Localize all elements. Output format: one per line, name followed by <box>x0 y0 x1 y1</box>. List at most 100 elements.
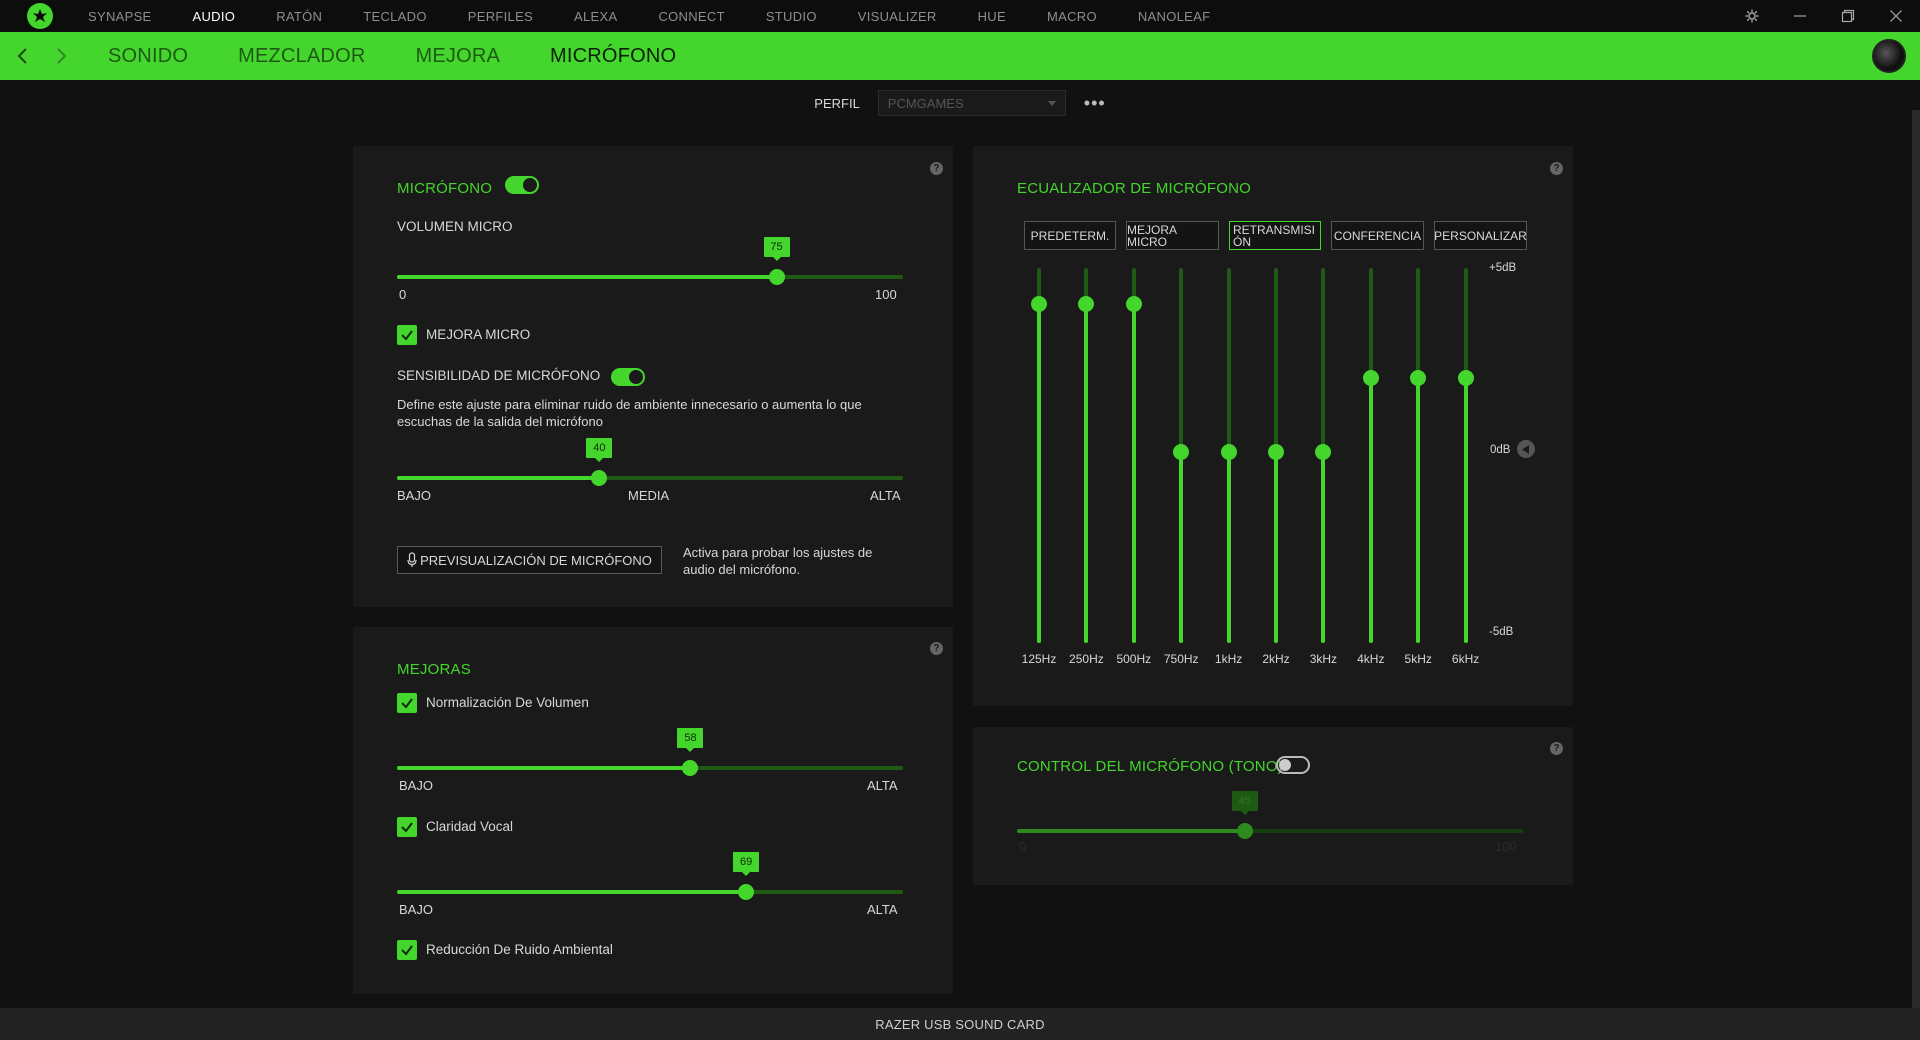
tab-mejora[interactable]: MEJORA <box>415 44 501 67</box>
eq-band-750hz[interactable] <box>1173 268 1190 643</box>
gear-icon[interactable] <box>1728 0 1776 32</box>
eq-band-5khz[interactable] <box>1410 268 1427 643</box>
eq-preset-predeterm[interactable]: PREDETERM. <box>1024 221 1116 250</box>
ambient-noise-checkbox[interactable] <box>397 940 417 960</box>
top-nav-studio[interactable]: STUDIO <box>765 8 817 24</box>
mic-sensitivity-slider[interactable]: 40 <box>397 438 903 486</box>
top-bar: SYNAPSE AUDIO RATÓN TECLADO PERFILES ALE… <box>0 0 1920 32</box>
help-icon[interactable]: ? <box>1550 162 1563 175</box>
microphone-icon <box>407 552 417 567</box>
slider-knob[interactable] <box>591 470 608 486</box>
top-nav-teclado[interactable]: TECLADO <box>363 8 427 24</box>
tone-slider[interactable]: 45 <box>1017 791 1523 839</box>
eq-band-fill <box>1274 452 1278 643</box>
top-nav-visualizer[interactable]: VISUALIZER <box>857 8 937 24</box>
mic-volume-slider[interactable]: 75 <box>397 237 903 285</box>
vocal-clarity-value: 69 <box>733 852 760 876</box>
top-nav-raton[interactable]: RATÓN <box>276 8 323 24</box>
volume-normalization-checkbox[interactable] <box>397 693 417 713</box>
ambient-noise-label: Reducción De Ruido Ambiental <box>426 942 613 957</box>
top-nav-macro[interactable]: MACRO <box>1046 8 1097 24</box>
scrollbar[interactable] <box>1912 110 1920 1008</box>
eq-band-6khz[interactable] <box>1457 268 1474 643</box>
tab-microfono[interactable]: MICRÓFONO <box>550 44 677 67</box>
eq-band-knob[interactable] <box>1268 444 1284 460</box>
eq-band-1khz[interactable] <box>1220 268 1237 643</box>
eq-band-label: 5kHz <box>1404 652 1432 666</box>
eq-band-label: 2kHz <box>1262 652 1290 666</box>
volume-normalization-slider[interactable]: 58 <box>397 728 903 776</box>
eq-band-250hz[interactable] <box>1078 268 1095 643</box>
avatar[interactable] <box>1872 39 1906 73</box>
mic-sensitivity-toggle[interactable] <box>611 368 645 386</box>
chevron-right-icon[interactable] <box>42 32 80 80</box>
eq-band-label: 500Hz <box>1116 652 1152 666</box>
eq-band-500hz[interactable] <box>1125 268 1142 643</box>
mic-volume-label: VOLUMEN MICRO <box>397 219 513 234</box>
restore-icon[interactable] <box>1824 0 1872 32</box>
eq-band-fill <box>1368 378 1373 643</box>
reset-icon[interactable] <box>1517 440 1535 458</box>
eq-band-knob[interactable] <box>1410 370 1427 386</box>
help-icon[interactable]: ? <box>930 642 943 655</box>
top-nav-connect[interactable]: CONNECT <box>658 8 725 24</box>
help-icon[interactable]: ? <box>930 162 943 175</box>
top-nav-hue[interactable]: HUE <box>977 8 1006 24</box>
eq-band-fill <box>1037 304 1041 643</box>
slider-knob[interactable] <box>1236 823 1253 839</box>
slider-knob[interactable] <box>768 269 785 285</box>
clarity-high-label: ALTA <box>867 902 898 917</box>
close-icon[interactable] <box>1872 0 1920 32</box>
slider-knob[interactable] <box>738 884 755 900</box>
mic-volume-max: 100 <box>875 287 897 302</box>
slider-knob[interactable] <box>682 760 699 776</box>
tab-sonido[interactable]: SONIDO <box>108 44 189 67</box>
razer-logo-icon[interactable] <box>27 3 53 29</box>
profile-select[interactable]: PCMGAMES <box>877 90 1066 116</box>
top-nav-alexa[interactable]: ALEXA <box>574 8 618 24</box>
eq-band-2khz[interactable] <box>1268 268 1284 643</box>
chevron-left-icon[interactable] <box>4 32 42 80</box>
top-nav-audio[interactable]: AUDIO <box>192 8 236 24</box>
slider-fill <box>397 476 600 480</box>
mic-preview-label: PREVISUALIZACIÓN DE MICRÓFONO <box>420 552 652 568</box>
eq-band-knob[interactable] <box>1220 444 1237 460</box>
minimize-icon[interactable] <box>1776 0 1824 32</box>
help-icon[interactable]: ? <box>1550 742 1563 755</box>
top-nav-perfiles[interactable]: PERFILES <box>467 8 534 24</box>
eq-band-knob[interactable] <box>1173 444 1190 460</box>
mic-title: MICRÓFONO <box>397 180 493 197</box>
eq-band-fill <box>1226 452 1231 643</box>
sens-high-label: ALTA <box>870 488 901 503</box>
eq-band-knob[interactable] <box>1457 370 1474 386</box>
eq-preset-personalizar[interactable]: PERSONALIZAR <box>1434 221 1527 250</box>
sens-low-label: BAJO <box>397 488 431 503</box>
top-nav-synapse[interactable]: SYNAPSE <box>88 8 152 24</box>
eq-band-knob[interactable] <box>1362 370 1379 386</box>
eq-band-knob[interactable] <box>1031 296 1047 312</box>
status-bar: RAZER USB SOUND CARD <box>0 1008 1920 1040</box>
eq-band-knob[interactable] <box>1078 296 1095 312</box>
tone-toggle[interactable] <box>1276 756 1310 774</box>
eq-preset-mejora-micro[interactable]: MEJORA MICRO <box>1126 221 1219 250</box>
eq-band-3khz[interactable] <box>1315 268 1332 643</box>
eq-preset-retransmision[interactable]: RETRANSMISIÓN <box>1229 221 1321 250</box>
tab-mezclador[interactable]: MEZCLADOR <box>238 44 366 67</box>
vocal-clarity-checkbox[interactable] <box>397 817 417 837</box>
eq-band-label: 750Hz <box>1163 652 1199 666</box>
eq-band-knob[interactable] <box>1125 296 1142 312</box>
mic-toggle[interactable] <box>505 176 539 194</box>
tone-min: 0 <box>1019 839 1027 854</box>
chevron-down-icon <box>1047 100 1056 106</box>
eq-band-4khz[interactable] <box>1362 268 1379 643</box>
eq-band-fill <box>1131 304 1136 643</box>
slider-fill <box>397 890 747 894</box>
profile-more-button[interactable]: ••• <box>1083 92 1106 113</box>
mic-preview-button[interactable]: PREVISUALIZACIÓN DE MICRÓFONO <box>397 546 662 574</box>
eq-preset-conferencia[interactable]: CONFERENCIA <box>1331 221 1424 250</box>
vocal-clarity-slider[interactable]: 69 <box>397 852 903 900</box>
mic-enhance-checkbox[interactable] <box>397 325 417 345</box>
eq-band-knob[interactable] <box>1315 444 1332 460</box>
eq-band-125hz[interactable] <box>1031 268 1047 643</box>
top-nav-nanoleaf[interactable]: NANOLEAF <box>1137 8 1211 24</box>
